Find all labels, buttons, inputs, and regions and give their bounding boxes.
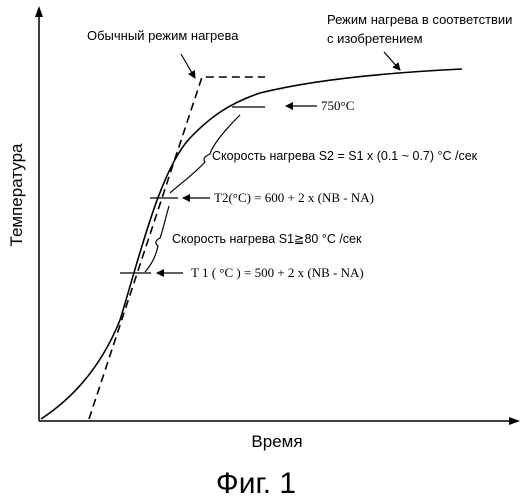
conventional-heating-curve: [89, 77, 265, 419]
invention-leader-arrow: [384, 52, 400, 70]
x-axis-arrow-icon: [509, 417, 520, 425]
invention-label-line1: Режим нагрева в соответствии: [327, 12, 512, 27]
rate-s1-label: Скорость нагрева S1≧80 °C /сек: [172, 232, 362, 246]
rate-s2-label: Скорость нагрева S2 = S1 x (0.1 ~ 0.7) °…: [212, 149, 478, 163]
figure-caption: Фиг. 1: [216, 467, 296, 500]
y-axis-arrow-icon: [35, 6, 43, 17]
x-axis-label: Время: [251, 432, 302, 451]
y-axis-label: Температура: [7, 143, 26, 247]
axes: [39, 14, 515, 421]
temp-750-label: 750°C: [321, 98, 354, 113]
t2-formula-label: T2(°C) = 600 + 2 x (NB - NA): [214, 190, 374, 205]
invention-label-line2: с изобретением: [327, 31, 423, 46]
conventional-label: Обычный режим нагрева: [87, 28, 239, 43]
t1-formula-label: T 1 ( °C ) = 500 + 2 x (NB - NA): [191, 265, 364, 280]
conventional-leader-arrow: [181, 54, 195, 78]
